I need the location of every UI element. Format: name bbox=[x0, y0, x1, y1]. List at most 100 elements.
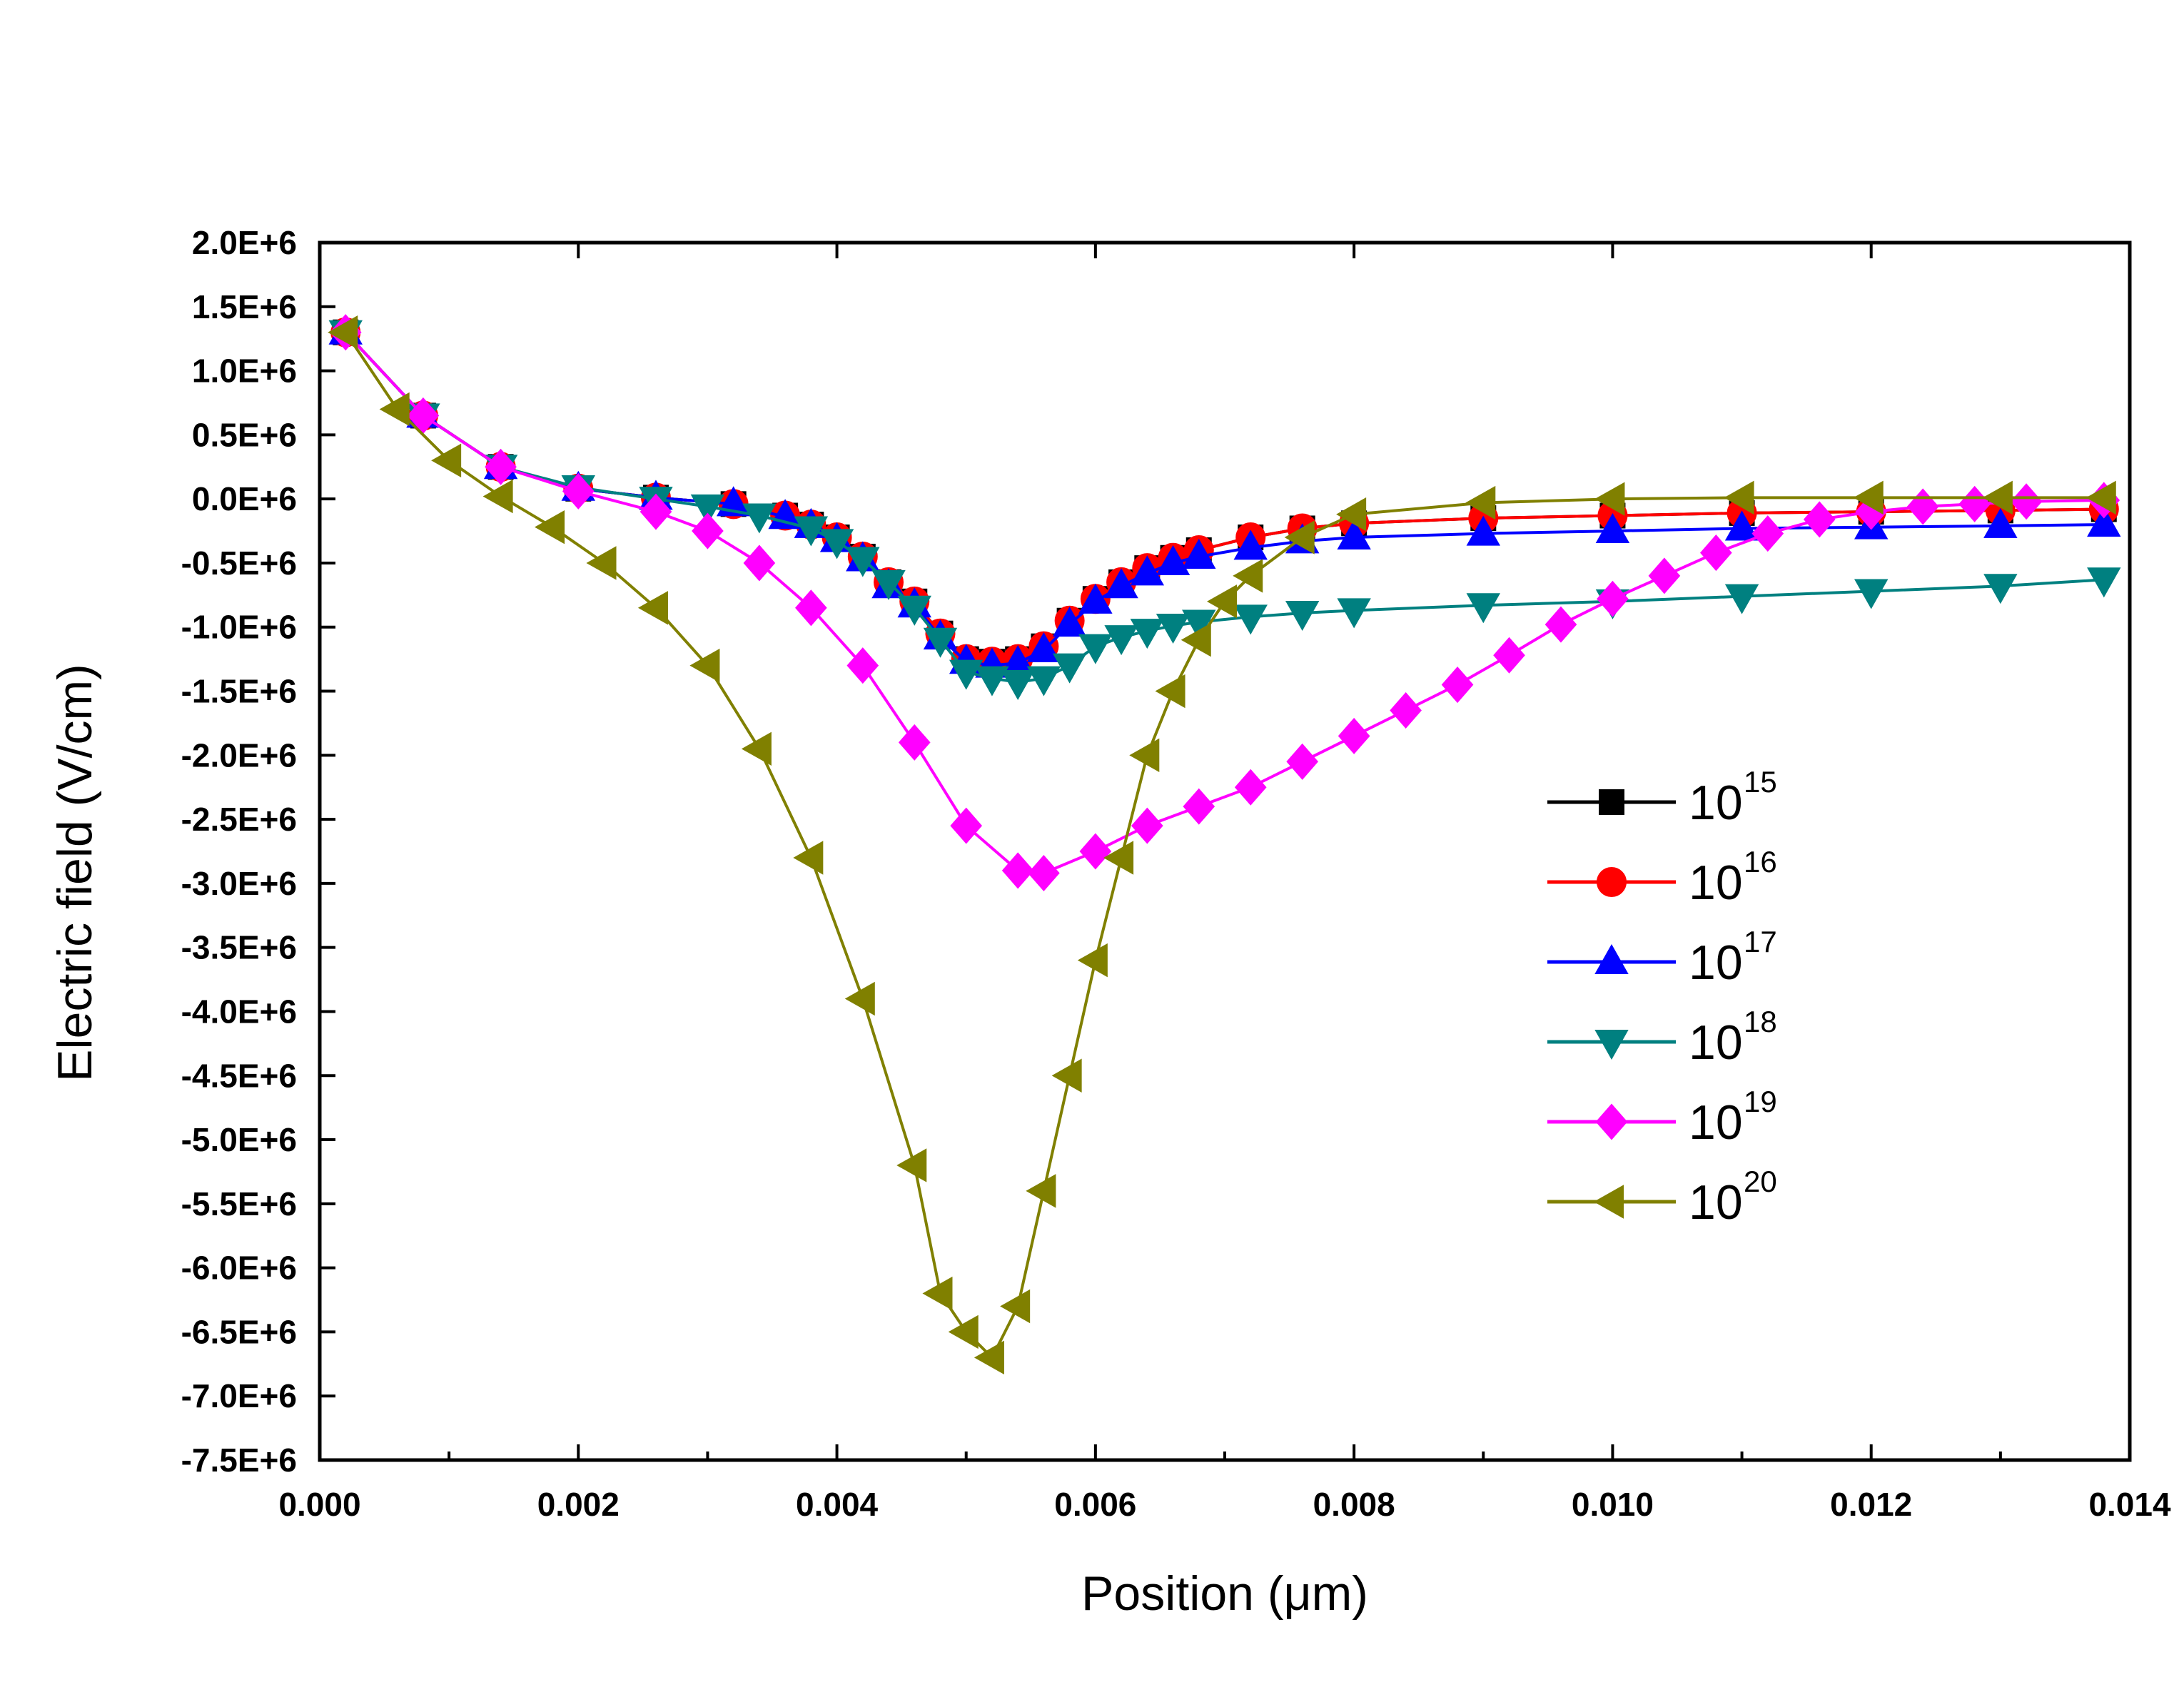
data-point bbox=[1181, 622, 1211, 657]
legend-item: 10 19 bbox=[1547, 1085, 1777, 1150]
y-tick-label: 1.0E+6 bbox=[192, 353, 297, 390]
data-point bbox=[1026, 632, 1061, 663]
legend-label-base: 10 bbox=[1689, 1095, 1743, 1150]
y-tick-label: -5.5E+6 bbox=[181, 1185, 297, 1222]
y-tick-label: -3.5E+6 bbox=[181, 929, 297, 966]
data-point bbox=[1284, 520, 1315, 554]
data-point bbox=[950, 807, 983, 844]
y-tick-label: -6.5E+6 bbox=[181, 1313, 297, 1350]
y-tick-label: -0.5E+6 bbox=[181, 544, 297, 582]
legend-label-exponent: 19 bbox=[1744, 1085, 1777, 1118]
data-point bbox=[743, 544, 776, 582]
data-point bbox=[1026, 1174, 1056, 1208]
data-point bbox=[1983, 574, 2018, 604]
data-point bbox=[1390, 691, 1422, 729]
data-point bbox=[975, 666, 1009, 696]
data-point bbox=[1493, 637, 1525, 674]
legend-marker bbox=[1595, 1103, 1628, 1140]
x-axis-title: Position (μm) bbox=[1081, 1566, 1368, 1621]
data-point bbox=[1104, 625, 1138, 656]
data-point bbox=[1130, 555, 1165, 586]
data-point bbox=[1336, 497, 1367, 532]
data-point bbox=[1545, 606, 1577, 643]
legend-item: 10 17 bbox=[1547, 925, 1777, 990]
data-point bbox=[1130, 619, 1165, 649]
data-point bbox=[2087, 507, 2121, 537]
data-point bbox=[1724, 584, 1759, 614]
data-point bbox=[1724, 510, 1759, 541]
x-tick-label: 0.006 bbox=[1054, 1486, 1136, 1523]
legend-marker bbox=[1594, 943, 1629, 974]
legend-label-exponent: 20 bbox=[1744, 1165, 1777, 1198]
data-point bbox=[846, 647, 879, 684]
legend-item: 10 16 bbox=[1547, 845, 1777, 910]
data-point bbox=[1001, 669, 1035, 700]
data-point bbox=[1233, 530, 1268, 560]
data-point bbox=[328, 315, 358, 350]
data-point bbox=[2010, 483, 2043, 520]
data-point bbox=[1155, 674, 1185, 709]
data-point bbox=[1233, 604, 1268, 635]
y-tick-label: 0.5E+6 bbox=[192, 416, 297, 453]
data-point bbox=[1104, 568, 1138, 599]
data-point bbox=[1286, 743, 1319, 780]
data-point bbox=[741, 731, 772, 766]
data-point bbox=[922, 1276, 953, 1311]
data-point bbox=[897, 595, 931, 626]
data-point bbox=[1182, 538, 1216, 569]
data-point bbox=[794, 516, 829, 547]
data-point bbox=[1751, 515, 1784, 552]
data-point bbox=[586, 546, 617, 580]
data-point bbox=[948, 1314, 979, 1349]
data-point bbox=[1465, 485, 1496, 520]
series-20 bbox=[328, 315, 2116, 1375]
data-point bbox=[896, 1148, 927, 1182]
data-point bbox=[431, 443, 462, 477]
data-point bbox=[2087, 567, 2121, 598]
data-point bbox=[1051, 1058, 1082, 1093]
data-point bbox=[793, 841, 824, 875]
y-tick-label: 2.0E+6 bbox=[192, 224, 297, 261]
data-point bbox=[742, 503, 777, 534]
y-tick-label: -7.5E+6 bbox=[181, 1442, 297, 1479]
y-tick-label: -7.0E+6 bbox=[181, 1377, 297, 1414]
data-point bbox=[1983, 507, 2018, 538]
data-point bbox=[1803, 501, 1836, 538]
data-point bbox=[1026, 666, 1061, 696]
data-point bbox=[1206, 584, 1237, 619]
x-tick-label: 0.002 bbox=[537, 1486, 620, 1523]
data-point bbox=[1052, 607, 1087, 637]
data-point bbox=[1052, 653, 1087, 684]
y-tick-label: 0.0E+6 bbox=[192, 480, 297, 517]
legend-label-base: 10 bbox=[1689, 1015, 1743, 1070]
plot-series bbox=[328, 314, 2121, 1375]
y-tick-label: 1.5E+6 bbox=[192, 288, 297, 325]
x-tick-label: 0.014 bbox=[2088, 1486, 2171, 1523]
data-point bbox=[1285, 600, 1320, 632]
y-tick-label: -4.0E+6 bbox=[181, 993, 297, 1030]
legend-label-exponent: 15 bbox=[1744, 765, 1777, 799]
data-point bbox=[1028, 855, 1060, 892]
data-point bbox=[923, 627, 958, 658]
data-point bbox=[844, 981, 875, 1016]
data-point bbox=[2086, 480, 2116, 515]
data-point bbox=[485, 448, 517, 485]
legend-item: 10 18 bbox=[1547, 1005, 1777, 1070]
data-point bbox=[1233, 559, 1263, 593]
data-point bbox=[1338, 717, 1370, 754]
data-point bbox=[898, 724, 931, 761]
y-tick-labels: 2.0E+6 1.5E+6 1.0E+6 0.5E+6 0.0E+6 -0.5E+6 -1.… bbox=[181, 224, 297, 1479]
data-point bbox=[535, 510, 565, 544]
x-tick-label: 0.008 bbox=[1313, 1486, 1395, 1523]
legend-label-base: 10 bbox=[1689, 776, 1743, 830]
legend-item: 10 20 bbox=[1547, 1165, 1777, 1230]
data-point bbox=[692, 512, 724, 549]
x-tick-label: 0.000 bbox=[278, 1486, 360, 1523]
legend-label-base: 10 bbox=[1689, 856, 1743, 910]
x-tick-labels: 0.000 0.002 0.004 0.006 0.008 0.010 0.012 0.014 bbox=[278, 1486, 2171, 1523]
data-point bbox=[1078, 583, 1113, 614]
y-tick-label: -1.5E+6 bbox=[181, 673, 297, 710]
data-point bbox=[949, 659, 984, 690]
